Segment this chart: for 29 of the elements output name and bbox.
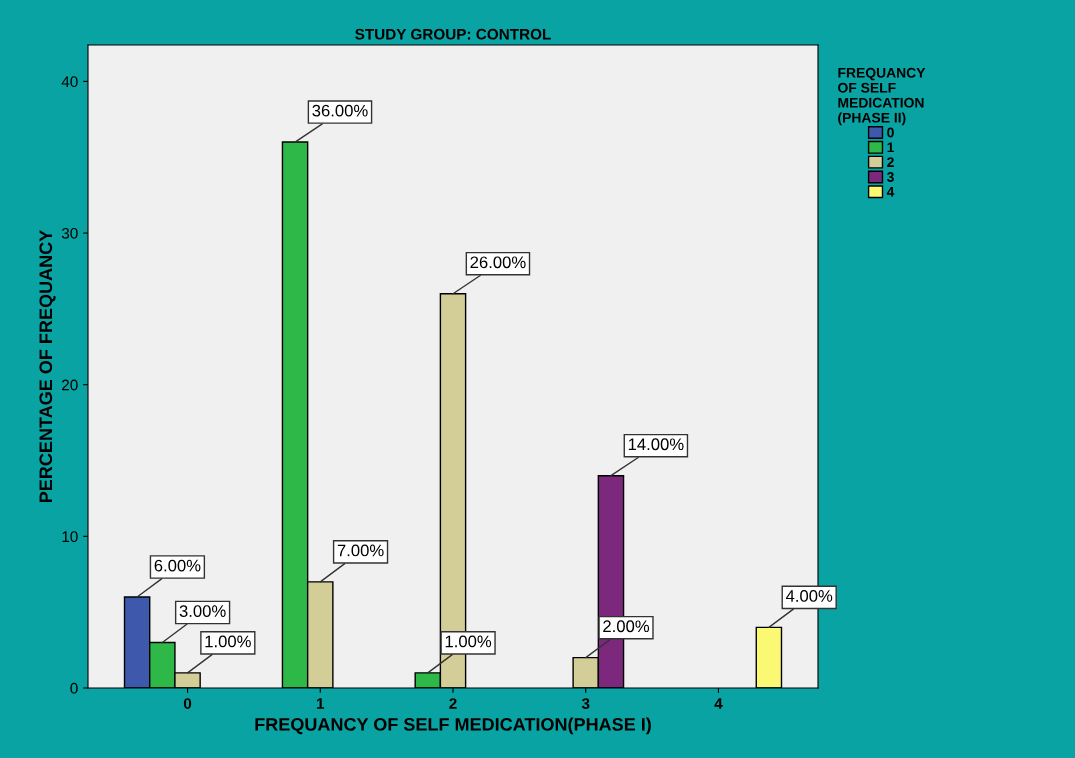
y-tick-label: 10: [62, 531, 78, 543]
x-tick-label: 1: [316, 698, 325, 709]
y-axis-title: PERCENTAGE OF FREQUANCY: [39, 230, 56, 503]
data-label: 26.00%: [470, 256, 526, 269]
legend-label: 1: [887, 142, 894, 153]
legend-label: 0: [887, 127, 894, 138]
legend-label: 2: [887, 157, 894, 167]
data-label: 7.00%: [337, 544, 384, 557]
data-label: 4.00%: [785, 590, 833, 602]
y-tick-label: 40: [61, 76, 78, 88]
y-tick-label: 0: [70, 682, 78, 694]
y-tick-label: 30: [61, 227, 78, 239]
x-tick-label: 4: [714, 698, 723, 709]
data-label: 6.00%: [154, 559, 201, 572]
legend-label: 4: [886, 187, 895, 197]
legend-label: 3: [886, 172, 894, 182]
data-label: 14.00%: [628, 438, 684, 451]
x-axis-title: FREQUANCY OF SELF MEDICATION(PHASE I): [255, 717, 651, 735]
data-label: 1.00%: [445, 635, 492, 648]
chart-title: STUDY GROUP: CONTROL: [355, 28, 551, 40]
data-label: 2.00%: [603, 620, 650, 633]
data-label: 36.00%: [312, 104, 368, 117]
x-tick-label: 2: [449, 698, 457, 709]
y-tick-label: 20: [62, 379, 78, 391]
legend-title: FREQUANCY OF SELF MEDICATION (PHASE II): [838, 67, 926, 126]
x-tick-label: 0: [183, 698, 192, 709]
x-tick-label: 3: [581, 698, 590, 709]
data-label: 3.00%: [179, 605, 226, 617]
data-label: 1.00%: [205, 635, 251, 648]
